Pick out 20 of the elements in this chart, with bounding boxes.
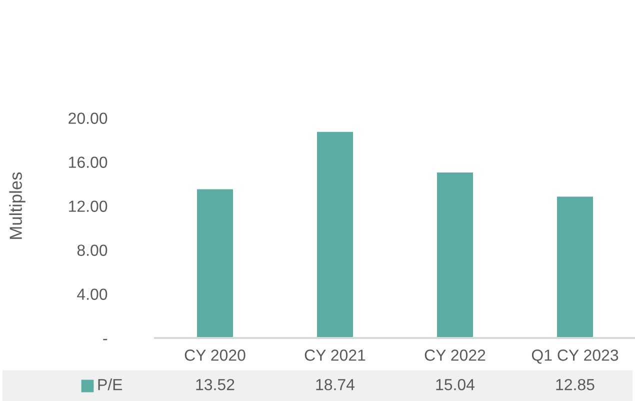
data-label: 12.85 (556, 378, 594, 390)
x-tick-label: CY 2022 (424, 350, 486, 361)
x-tick-label: CY 2021 (304, 350, 366, 361)
x-tick-label: Q1 CY 2023 (532, 350, 618, 364)
y-tick-label: 8.00 (77, 244, 108, 256)
y-tick-label: 20.00 (68, 112, 108, 124)
bar (317, 132, 353, 338)
data-label: 13.52 (196, 378, 234, 390)
y-tick-label: - (103, 338, 108, 340)
bar (437, 172, 473, 338)
x-tick-label: CY 2020 (184, 350, 246, 361)
y-axis-title: Multiples (9, 172, 26, 239)
y-tick-label: 16.00 (69, 156, 108, 168)
y-tick-label: 4.00 (77, 288, 108, 300)
data-label: 18.74 (316, 378, 355, 390)
y-tick-label: 12.00 (69, 200, 108, 212)
bar (557, 196, 593, 338)
data-label: 15.04 (436, 378, 475, 390)
legend-label: P/E (98, 378, 122, 390)
bar (197, 189, 233, 338)
